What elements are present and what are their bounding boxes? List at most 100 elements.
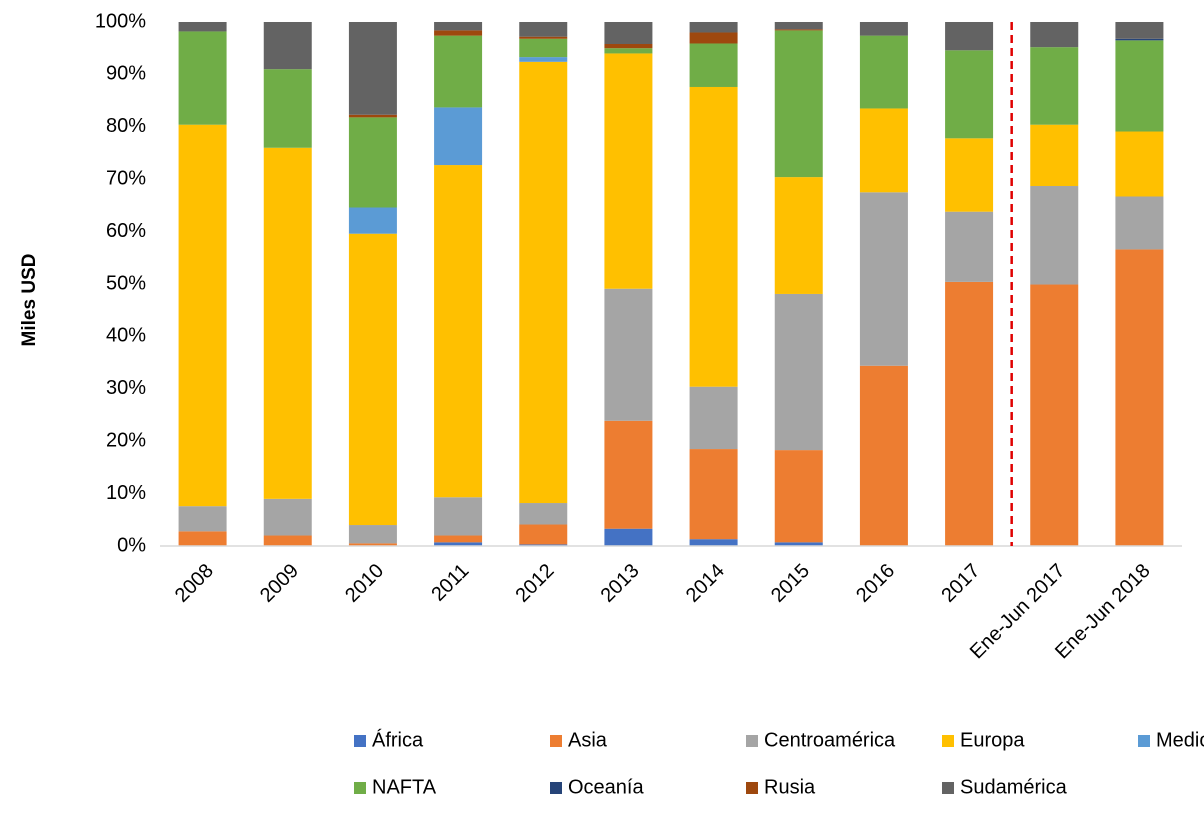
bar-segment — [774, 450, 823, 543]
bar-segment — [434, 165, 483, 498]
bar-segment — [604, 420, 653, 529]
bar-segment — [1030, 47, 1079, 125]
x-tick-label: 2009 — [256, 560, 303, 607]
bar-segment — [519, 544, 568, 546]
bar-segment — [434, 22, 483, 31]
x-tick-label: 2011 — [427, 560, 473, 606]
legend-label: Oceanía — [568, 776, 644, 798]
bar-segment — [519, 524, 568, 545]
bar-segment — [604, 44, 653, 49]
bar-segment — [945, 50, 994, 139]
legend-swatch — [550, 735, 562, 747]
bar-segment — [1030, 124, 1079, 187]
bar-segment — [604, 288, 653, 421]
legend-swatch — [354, 782, 366, 794]
bar-segment — [178, 22, 227, 32]
bar-segment — [434, 35, 483, 108]
bar-segment — [263, 22, 312, 70]
bar-segment — [348, 233, 397, 526]
bar-segment — [859, 192, 908, 366]
y-tick-label: 70% — [106, 167, 146, 189]
bar-segment — [689, 43, 738, 87]
bar-segment — [774, 542, 823, 546]
legend-label: Medio Oriente — [1156, 729, 1204, 751]
bar-segment — [689, 539, 738, 546]
y-tick-label: 0% — [117, 534, 146, 556]
y-tick-label: 80% — [106, 115, 146, 137]
bar-segment — [689, 449, 738, 540]
y-tick-label: 20% — [106, 429, 146, 451]
bar-segment — [348, 543, 397, 546]
bar-segment — [604, 53, 653, 289]
bar-segment — [434, 542, 483, 546]
bar-segment — [178, 506, 227, 532]
bar-segment — [1030, 186, 1079, 285]
y-tick-label: 50% — [106, 272, 146, 294]
bar-segment — [1030, 284, 1079, 546]
bar-segment — [519, 57, 568, 62]
y-axis-label: Miles USD — [19, 254, 40, 347]
y-tick-label: 60% — [106, 220, 146, 242]
bar-segment — [348, 114, 397, 118]
bar-segment — [434, 30, 483, 36]
bar-segment — [1115, 22, 1164, 39]
bar-segment — [348, 117, 397, 208]
x-tick-label: 2008 — [171, 560, 218, 607]
bar-segment — [1115, 40, 1164, 132]
bar-segment — [1030, 22, 1079, 48]
legend-swatch — [942, 735, 954, 747]
bar-segment — [348, 525, 397, 544]
legend-swatch — [942, 782, 954, 794]
legend-label: NAFTA — [372, 776, 437, 798]
bar-segment — [945, 22, 994, 51]
bar-segment — [859, 108, 908, 193]
x-tick-label: 2017 — [937, 560, 984, 607]
bar-segment — [519, 22, 568, 37]
bar-segment — [348, 22, 397, 115]
bar-segment — [434, 497, 483, 536]
x-tick-label: 2012 — [511, 560, 558, 607]
y-tick-label: 90% — [106, 63, 146, 85]
bar-segment — [945, 211, 994, 282]
legend-label: África — [372, 728, 424, 751]
legend-swatch — [746, 735, 758, 747]
bar-segment — [774, 29, 823, 31]
legend-label: Asia — [568, 729, 608, 751]
bar-segment — [859, 22, 908, 36]
bar-segment — [774, 30, 823, 178]
bar-segment — [774, 177, 823, 294]
legend-swatch — [1138, 735, 1150, 747]
bar-segment — [1115, 196, 1164, 250]
bar-segment — [774, 22, 823, 30]
bar-segment — [604, 22, 653, 45]
bar-segment — [519, 36, 568, 39]
bar-segment — [689, 86, 738, 387]
legend-label: Centroamérica — [764, 729, 896, 751]
y-tick-label: 10% — [106, 482, 146, 504]
bar-segment — [604, 48, 653, 54]
bar-segment — [689, 386, 738, 450]
bar-segment — [774, 293, 823, 451]
legend-swatch — [746, 782, 758, 794]
bar-segment — [1115, 38, 1164, 41]
bar-segment — [263, 147, 312, 499]
bar-segment — [519, 38, 568, 58]
x-tick-label: 2016 — [852, 560, 899, 607]
bar-segment — [859, 35, 908, 109]
bar-segment — [519, 503, 568, 525]
y-tick-label: 30% — [106, 377, 146, 399]
bar-segment — [689, 32, 738, 44]
bar-segment — [178, 531, 227, 546]
bar-segment — [178, 31, 227, 125]
bar-segment — [263, 498, 312, 536]
x-tick-label: 2015 — [767, 560, 814, 607]
bar-segment — [945, 138, 994, 212]
bar-segment — [263, 69, 312, 148]
bar-segment — [945, 281, 994, 546]
bar-segment — [519, 61, 568, 504]
bar-segment — [263, 535, 312, 546]
x-tick-label: 2010 — [341, 560, 388, 607]
x-tick-label: 2013 — [597, 560, 644, 607]
bar-segment — [859, 365, 908, 546]
legend-swatch — [354, 735, 366, 747]
